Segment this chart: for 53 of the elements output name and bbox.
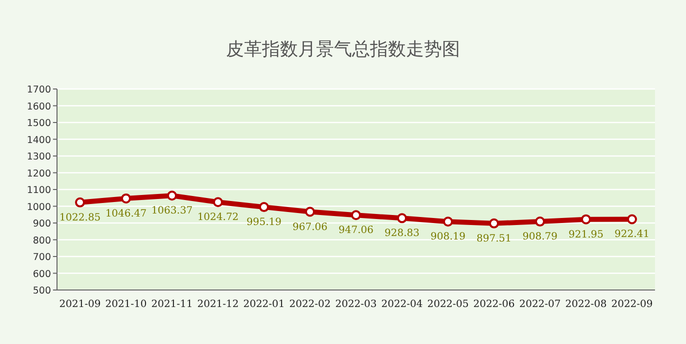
x-tick-label: 2022-01: [243, 299, 285, 310]
y-tick-label: 1500: [26, 118, 51, 129]
x-tick-label: 2022-03: [335, 299, 377, 310]
data-label: 967.06: [292, 222, 328, 233]
y-tick-label: 1700: [26, 84, 51, 96]
x-tick-label: 2021-12: [197, 299, 239, 310]
point: [443, 216, 453, 227]
data-label: 928.83: [384, 228, 420, 240]
x-tick-label: 2022-02: [289, 299, 331, 310]
y-tick-label: 500: [32, 286, 51, 296]
data-label: 908.79: [522, 232, 558, 243]
x-tick-label: 2022-04: [381, 299, 423, 310]
y-tick-label: 800: [32, 235, 51, 246]
x-tick-label: 2022-08: [565, 299, 607, 310]
x-tick-label: 2021-09: [59, 299, 101, 310]
y-tick-label: 1200: [26, 168, 51, 180]
y-tick-label: 900: [32, 218, 51, 230]
point: [213, 197, 223, 208]
point: [305, 206, 315, 217]
point: [397, 213, 407, 224]
data-label: 1022.85: [59, 212, 101, 224]
y-tick-label: 700: [32, 252, 51, 263]
data-label: 995.19: [246, 217, 282, 228]
data-label: 1024.72: [197, 212, 239, 224]
y-tick-label: 1400: [26, 134, 51, 146]
y-tick-label: 1600: [26, 101, 51, 112]
x-tick-label: 2022-06: [473, 299, 515, 310]
point: [535, 216, 545, 227]
data-label: 1063.37: [151, 206, 193, 217]
x-tick-label: 2022-09: [611, 299, 653, 310]
x-tick-label: 2022-07: [519, 299, 561, 310]
data-label: 897.51: [476, 233, 512, 244]
point: [351, 210, 361, 220]
x-tick-label: 2021-10: [105, 299, 147, 310]
point: [627, 214, 637, 224]
data-label: 921.95: [568, 229, 604, 240]
chart-title: 皮革指数月景气总指数走势图: [226, 39, 460, 60]
y-tick-label: 1300: [26, 152, 51, 162]
data-label: 922.41: [614, 229, 650, 240]
point: [259, 202, 269, 212]
x-tick-label: 2021-11: [151, 299, 193, 310]
point: [75, 197, 85, 208]
data-label: 1046.47: [105, 208, 147, 220]
point: [121, 193, 131, 204]
y-tick-label: 1100: [26, 185, 51, 196]
y-tick-label: 600: [32, 268, 51, 280]
y-tick-label: 1000: [26, 202, 51, 213]
point: [489, 218, 499, 228]
point: [167, 190, 177, 201]
point: [581, 214, 591, 224]
data-label: 908.19: [430, 232, 466, 243]
data-label: 947.06: [338, 225, 374, 236]
x-tick-label: 2022-05: [427, 299, 469, 310]
